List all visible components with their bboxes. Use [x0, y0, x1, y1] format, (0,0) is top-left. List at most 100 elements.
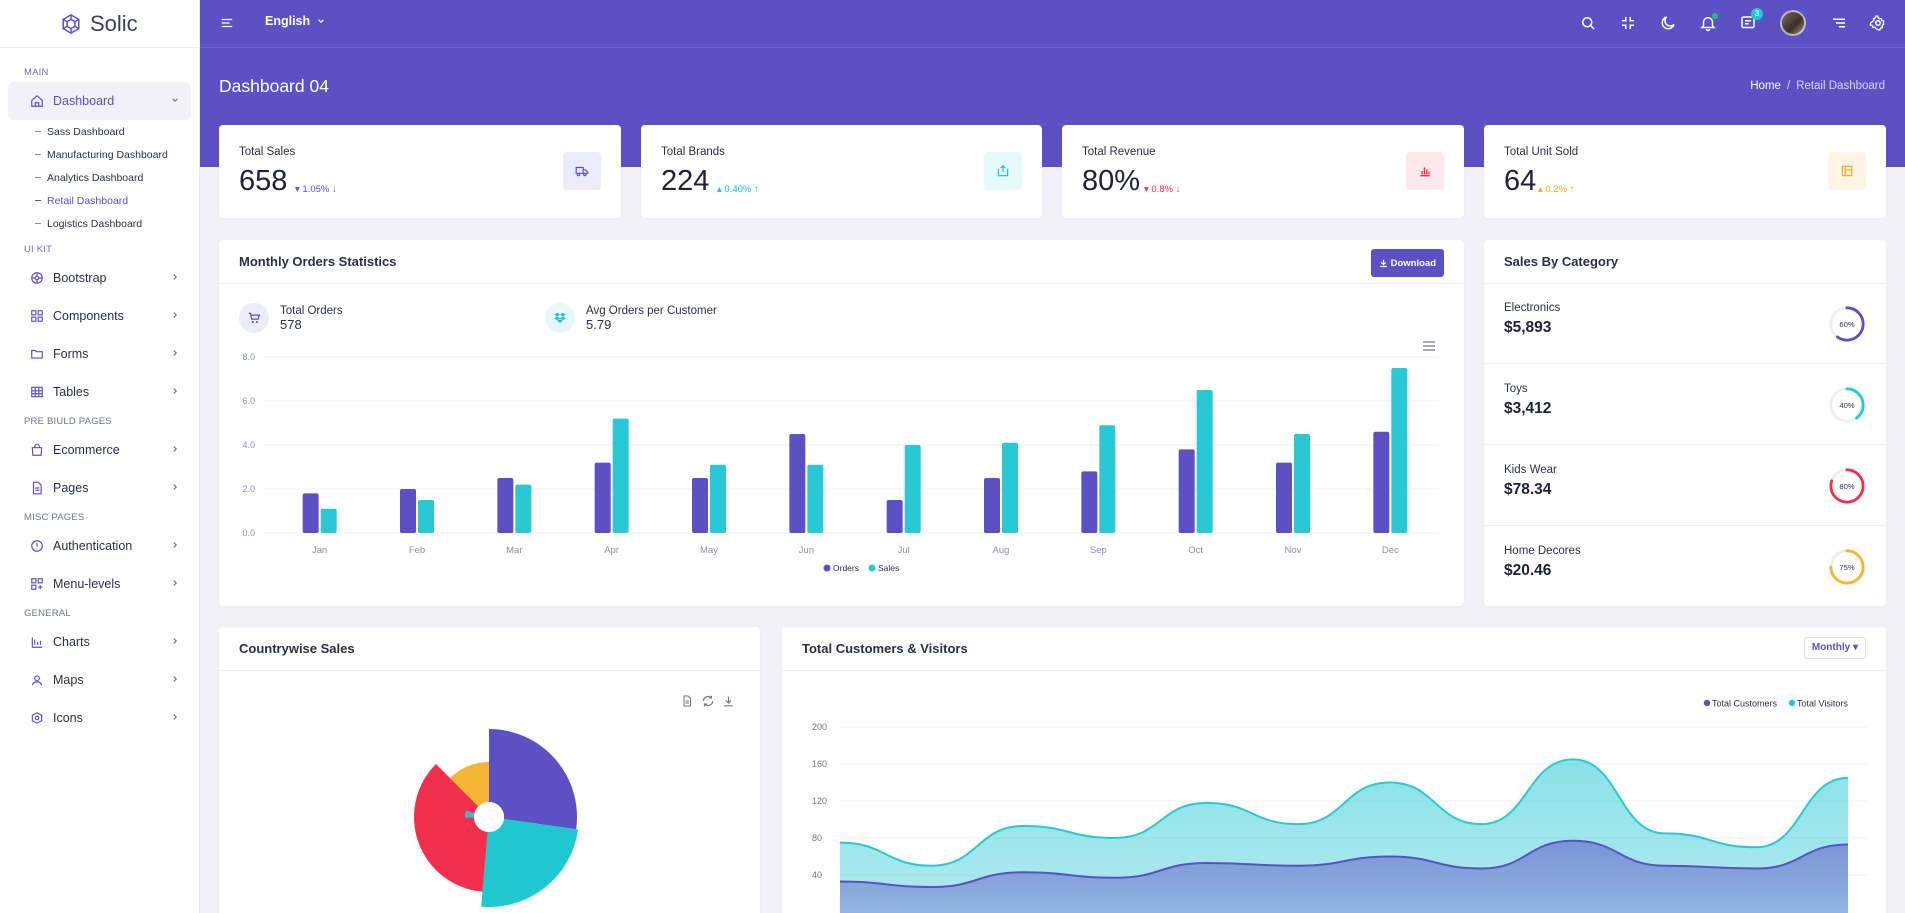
sidebar-subitem-logistics[interactable]: Logistics Dashboard: [35, 212, 199, 235]
sidebar-item-ecommerce[interactable]: Ecommerce: [8, 431, 191, 469]
section-main: MAIN: [24, 67, 49, 78]
sidebar-item-maps[interactable]: Maps: [8, 661, 191, 699]
legend-item[interactable]: Total Customers: [1703, 699, 1778, 709]
sidebar-item-bootstrap[interactable]: Bootstrap: [8, 259, 191, 297]
sidebar-subitem-retail[interactable]: Retail Dashboard: [35, 189, 199, 212]
search-icon[interactable]: [1579, 14, 1597, 32]
sidebar-item-tables[interactable]: Tables: [8, 373, 191, 411]
messages-button[interactable]: 3: [1739, 8, 1763, 32]
legend-item[interactable]: Total Visitors: [1788, 699, 1849, 709]
stat-card-total-sales: Total Sales 658 ▾ 1.05% ↓: [219, 125, 621, 218]
message-badge: 3: [1751, 8, 1763, 20]
bar-orders[interactable]: [1178, 449, 1195, 533]
y-tick-label: 40: [812, 870, 822, 880]
area-line-customers[interactable]: [839, 839, 1849, 889]
notification-dot: [1712, 13, 1718, 19]
stat-title: Total Unit Sold: [1504, 146, 1579, 158]
customers-visitors-chart: 40 80 120 160 200 Total Customers Total Visito…: [812, 699, 1867, 913]
sidebar-item-authentication[interactable]: Authentication: [8, 527, 191, 565]
bar-orders[interactable]: [692, 478, 708, 533]
dash-icon: [35, 130, 41, 133]
bar-sales[interactable]: [904, 445, 921, 533]
bar-orders[interactable]: [302, 493, 319, 533]
sidebar-item-icons[interactable]: Icons: [8, 699, 191, 737]
sidebar-item-menu-levels[interactable]: Menu-levels: [8, 565, 191, 603]
legend-marker: [868, 564, 876, 572]
sidebar-item-label: Menu-levels: [53, 577, 121, 591]
download-icon[interactable]: [722, 695, 735, 708]
sidebar-subitem-label: Retail Dashboard: [47, 194, 129, 207]
pie-slice[interactable]: [414, 763, 488, 892]
legend-item-orders[interactable]: Orders: [823, 563, 859, 573]
gear-icon[interactable]: [1869, 14, 1887, 32]
brand[interactable]: Solic: [0, 0, 199, 48]
bootstrap-icon: [31, 272, 43, 284]
pie-slice[interactable]: [450, 762, 489, 807]
sidebar-item-charts[interactable]: Charts: [8, 623, 191, 661]
legend-item-sales[interactable]: Sales: [868, 563, 900, 573]
bar-orders[interactable]: [497, 478, 514, 533]
category-amount: $5,893: [1504, 319, 1552, 336]
sidebar-item-label: Dashboard: [53, 94, 115, 108]
document-icon[interactable]: [681, 695, 693, 707]
bar-sales[interactable]: [1196, 390, 1213, 533]
bar-sales[interactable]: [807, 464, 824, 533]
y-tick-label: 80: [812, 833, 822, 843]
sidebar-item-forms[interactable]: Forms: [8, 335, 191, 373]
progress-ring-fill: [1829, 468, 1865, 504]
bar-sales[interactable]: [1002, 442, 1018, 533]
sales-by-category-card: Sales By Category Electronics $5,893 60% To…: [1484, 240, 1886, 607]
grid-icon: [31, 310, 43, 322]
bar-orders[interactable]: [789, 434, 806, 533]
chevron-right-icon: [173, 388, 178, 394]
notifications-button[interactable]: [1699, 13, 1718, 32]
sidebar-item-dashboard[interactable]: Dashboard: [8, 82, 191, 120]
area-line-visitors[interactable]: [839, 758, 1849, 867]
sidebar-item-pages[interactable]: Pages: [8, 469, 191, 507]
card-title: Sales By Category: [1504, 254, 1619, 269]
sidebar-subitem-analytics[interactable]: Analytics Dashboard: [35, 166, 199, 189]
y-tick-label: 2.0: [242, 484, 255, 494]
bar-sales[interactable]: [515, 484, 532, 533]
avatar[interactable]: [1780, 10, 1806, 36]
x-tick-label: Jun: [799, 545, 814, 556]
bar-sales[interactable]: [1391, 368, 1408, 533]
bar-orders[interactable]: [594, 462, 611, 533]
breadcrumb-home[interactable]: Home: [1750, 80, 1781, 92]
sidebar-subitem-manufacturing[interactable]: Manufacturing Dashboard: [35, 143, 199, 166]
bar-orders[interactable]: [984, 478, 1000, 533]
stat-value: 224: [661, 165, 710, 197]
pie-center: [474, 802, 504, 832]
bar-orders[interactable]: [886, 500, 903, 533]
bar-sales[interactable]: [1099, 425, 1116, 533]
menu-toggle-icon[interactable]: [220, 16, 234, 30]
x-tick-label: Mar: [506, 545, 522, 556]
chart-menu-icon[interactable]: [1423, 341, 1435, 351]
bar-orders[interactable]: [1373, 431, 1390, 533]
pie-slice[interactable]: [481, 819, 579, 907]
sidebar-item-components[interactable]: Components: [8, 297, 191, 335]
bar-sales[interactable]: [418, 500, 434, 533]
language-select[interactable]: English: [265, 14, 325, 28]
bar-orders[interactable]: [1081, 471, 1098, 533]
progress-ring: 80%: [1829, 468, 1865, 504]
x-tick-label: Aug: [993, 545, 1010, 556]
bar-orders[interactable]: [400, 489, 416, 533]
menu-icon[interactable]: [1830, 14, 1848, 32]
period-select[interactable]: Monthly ▾: [1803, 637, 1866, 659]
download-button[interactable]: Download: [1370, 249, 1444, 277]
refresh-icon[interactable]: [701, 694, 715, 708]
card-header: Countrywise Sales: [219, 627, 760, 671]
moon-icon[interactable]: [1659, 14, 1677, 32]
bar-sales[interactable]: [612, 418, 629, 533]
bar-sales[interactable]: [710, 464, 726, 533]
bar-sales[interactable]: [1294, 434, 1310, 533]
bar-sales[interactable]: [320, 508, 337, 533]
pie-slice[interactable]: [489, 729, 577, 830]
sidebar-subitem-sass[interactable]: Sass Dashboard: [35, 120, 199, 143]
fullscreen-icon[interactable]: [1619, 14, 1637, 32]
file-icon: [32, 481, 42, 495]
kpi-avg-orders: Avg Orders per Customer 5.79: [545, 303, 717, 333]
stat-change: ▴ 0.2% ↑: [1538, 184, 1575, 195]
bar-orders[interactable]: [1276, 462, 1292, 533]
